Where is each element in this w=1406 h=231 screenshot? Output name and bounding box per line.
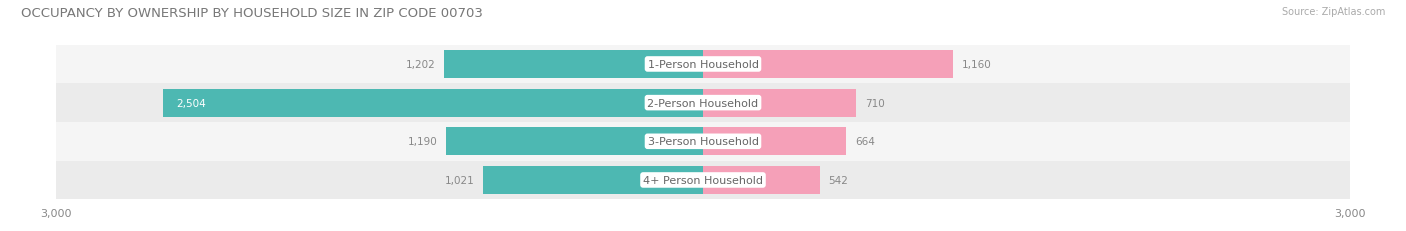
Bar — [703, 128, 846, 155]
Text: 3-Person Household: 3-Person Household — [648, 137, 758, 147]
Bar — [56, 122, 1350, 161]
Bar — [163, 89, 703, 117]
Bar — [447, 128, 703, 155]
Text: 1,021: 1,021 — [444, 175, 474, 185]
Bar — [56, 84, 1350, 122]
Text: OCCUPANCY BY OWNERSHIP BY HOUSEHOLD SIZE IN ZIP CODE 00703: OCCUPANCY BY OWNERSHIP BY HOUSEHOLD SIZE… — [21, 7, 484, 20]
Text: 1,190: 1,190 — [408, 137, 437, 147]
Bar — [56, 161, 1350, 199]
Text: 1-Person Household: 1-Person Household — [648, 60, 758, 70]
Text: Source: ZipAtlas.com: Source: ZipAtlas.com — [1281, 7, 1385, 17]
Bar — [444, 51, 703, 79]
Bar — [482, 166, 703, 194]
Bar — [56, 46, 1350, 84]
Bar — [703, 89, 856, 117]
Text: 710: 710 — [865, 98, 884, 108]
Bar — [703, 51, 953, 79]
Text: 664: 664 — [855, 137, 875, 147]
Bar — [703, 166, 820, 194]
Text: 2,504: 2,504 — [176, 98, 205, 108]
Text: 1,202: 1,202 — [405, 60, 436, 70]
Text: 542: 542 — [828, 175, 848, 185]
Text: 4+ Person Household: 4+ Person Household — [643, 175, 763, 185]
Text: 1,160: 1,160 — [962, 60, 991, 70]
Text: 2-Person Household: 2-Person Household — [647, 98, 759, 108]
